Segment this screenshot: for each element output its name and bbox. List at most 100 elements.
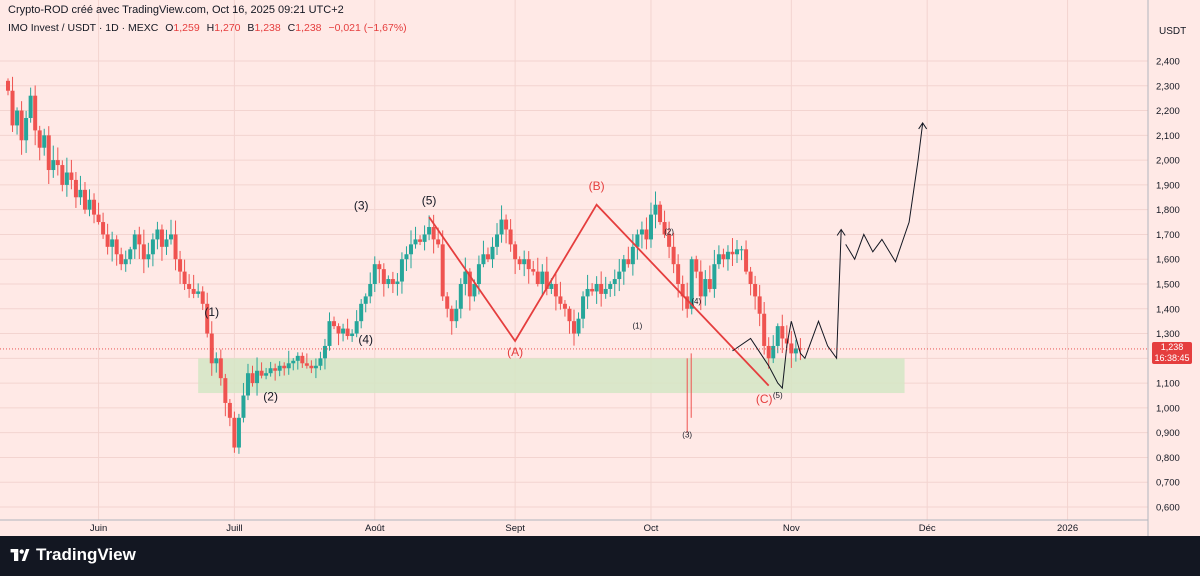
candle-body (73, 179, 78, 198)
tradingview-logo[interactable]: TradingView (10, 545, 136, 565)
open-label: O (165, 22, 174, 34)
candle-body (350, 333, 355, 337)
price-tick-label: 1,000 (1156, 403, 1180, 414)
candle-body (422, 234, 427, 242)
price-tick-label: 1,900 (1156, 180, 1180, 191)
time-axis[interactable]: Juin Juill Août Sept Oct Nov Déc 2026 (90, 523, 1078, 534)
candle-body (372, 264, 377, 284)
candle-body (685, 296, 690, 309)
price-tick-label: 0,900 (1156, 428, 1180, 439)
candle-body (286, 363, 291, 369)
candle-body (354, 321, 359, 334)
candle-body (635, 234, 640, 247)
wave-label: (4) (358, 332, 373, 346)
candle-body (467, 271, 472, 297)
candle-body (707, 279, 712, 289)
candle-body (399, 259, 404, 282)
price-chart[interactable]: (1)(2)(3)(4)(5)(A)(B)(1)(2)(3)(4)(C) (5) … (0, 0, 1200, 536)
candle-body (10, 90, 15, 126)
candle-body (608, 284, 613, 289)
candle-body (359, 303, 364, 322)
candle-body (513, 244, 518, 260)
candle-body (146, 254, 151, 260)
candle-body (141, 244, 146, 260)
current-price-tag: 1,238 16:38:45 (1152, 342, 1192, 364)
time-tick-label: 2026 (1057, 523, 1078, 534)
wave-label: (1) (204, 305, 219, 319)
price-unit-label: USDT (1159, 26, 1187, 37)
candle-body (676, 264, 681, 284)
candle-body (626, 259, 631, 265)
candle-body (6, 80, 10, 91)
candle-body (169, 234, 174, 240)
price-tick-label: 2,200 (1156, 106, 1180, 117)
candle-body (436, 239, 441, 245)
price-axis[interactable]: 0,6000,7000,8000,9001,0001,1001,2001,300… (1156, 57, 1180, 514)
candle-body (313, 365, 318, 369)
candle-body (526, 259, 531, 270)
candle-body (200, 291, 205, 304)
time-tick-label: Août (365, 523, 385, 534)
candle-body (28, 95, 33, 118)
candle-body (757, 296, 762, 314)
wave-labels: (1)(2)(3)(4)(5)(A)(B)(1)(2)(3)(4)(C) (5) (204, 179, 783, 440)
candle-body (562, 303, 567, 309)
candle-body (51, 160, 56, 171)
candle-body (69, 172, 74, 180)
time-tick-label: Nov (783, 523, 800, 534)
candle-body (517, 259, 522, 265)
candle-body (590, 288, 595, 292)
support-zone (198, 358, 905, 394)
price-tick-label: 1,600 (1156, 255, 1180, 266)
candle-body (341, 328, 346, 334)
candle-body (119, 254, 124, 265)
candle-body (386, 279, 391, 284)
brand-name: TradingView (36, 545, 136, 564)
candle-body (585, 288, 590, 297)
candle-body (789, 343, 794, 354)
candle-body (662, 222, 667, 235)
candles (6, 76, 803, 454)
candle-body (712, 264, 717, 289)
high-label: H (206, 22, 215, 34)
candle-body (549, 284, 554, 289)
candle-body (531, 269, 536, 272)
high-value: 1,270 (214, 22, 241, 34)
candle-body (639, 229, 644, 235)
candle-body (463, 271, 468, 284)
time-tick-label: Juill (226, 523, 242, 534)
candle-body (218, 358, 223, 379)
wave-label: (2) (263, 389, 278, 403)
price-tick-label: 1,400 (1156, 304, 1180, 315)
candle-body (658, 204, 663, 223)
projection-path (732, 229, 842, 390)
symbol-legend[interactable]: IMO Invest / USDT · 1D · MEXC O1,259 H1,… (8, 22, 407, 34)
candle-body (150, 239, 155, 255)
candle-body (55, 160, 60, 166)
candle-body (295, 355, 300, 361)
wave-label: (1) (633, 322, 643, 331)
candle-body (250, 373, 255, 384)
arrow-head (918, 122, 928, 130)
time-tick-label: Juin (90, 523, 107, 534)
open-value: 1,259 (173, 22, 200, 34)
candle-body (576, 318, 581, 334)
candle-body (594, 284, 599, 292)
projection-arrows (836, 122, 928, 236)
candle-body (762, 313, 767, 346)
footer-bar: TradingView (0, 536, 1200, 576)
candle-body (191, 288, 196, 294)
candle-body (413, 239, 418, 245)
candle-body (24, 117, 29, 141)
candle-body (327, 321, 332, 346)
candle-body (114, 239, 119, 255)
abc-zigzag-line (428, 203, 770, 387)
candle-body (408, 244, 413, 255)
candle-body (567, 308, 572, 322)
candle-body (544, 271, 549, 289)
candle-body (64, 172, 69, 185)
candle-body (775, 326, 780, 346)
candle-body (716, 254, 721, 265)
low-value: 1,238 (254, 22, 281, 34)
candle-body (495, 234, 500, 247)
